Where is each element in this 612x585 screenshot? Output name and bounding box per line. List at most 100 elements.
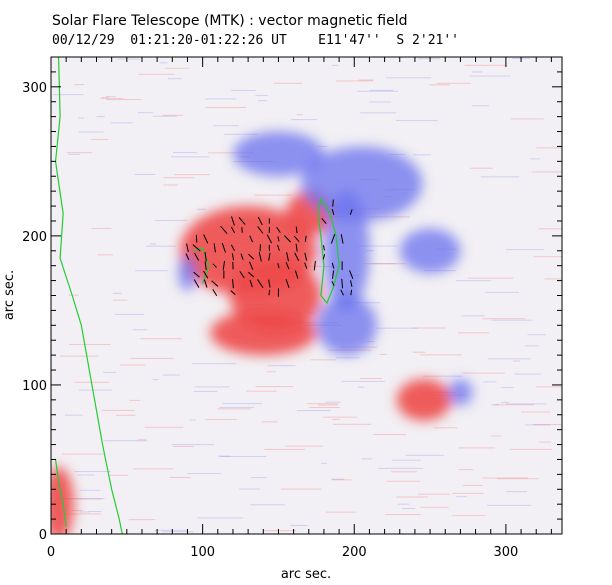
noise-streak [413, 154, 432, 156]
noise-streak [106, 99, 141, 101]
noise-streak [513, 360, 520, 362]
noise-streak [455, 496, 467, 498]
y-tick-label: 300 [22, 81, 47, 96]
noise-streak [97, 254, 114, 256]
noise-streak [104, 440, 148, 442]
noise-streak [472, 105, 490, 107]
field-vector [293, 235, 300, 242]
field-vector [204, 261, 207, 271]
field-vector [284, 235, 292, 243]
noise-streak [74, 84, 84, 86]
field-vector [331, 281, 335, 287]
noise-streak [65, 414, 83, 416]
noise-streak [369, 263, 396, 265]
noise-streak [163, 184, 178, 186]
noise-streak [220, 455, 267, 457]
noise-streak [395, 120, 438, 122]
noise-streak [366, 250, 375, 252]
field-vector [203, 234, 209, 244]
field-vector [186, 243, 189, 253]
noise-streak [255, 386, 294, 388]
field-vector [249, 261, 254, 270]
noise-streak [482, 477, 529, 479]
noise-streak [133, 468, 174, 470]
polarity-regions [51, 131, 473, 534]
noise-streak [205, 419, 237, 421]
noise-streak [391, 471, 418, 473]
negative-polarity-region [448, 378, 473, 406]
field-vector [349, 270, 354, 279]
noise-streak [169, 476, 191, 478]
noise-streak [331, 478, 344, 480]
noise-streak [456, 280, 492, 282]
noise-streak [110, 122, 133, 124]
x-tick-label: 100 [190, 545, 215, 560]
field-vector [230, 290, 236, 295]
field-vector [213, 243, 216, 253]
noise-streak [194, 386, 230, 388]
noise-streak [539, 441, 552, 443]
noise-streak [163, 177, 195, 179]
noise-streak [187, 473, 221, 475]
noise-streak [162, 374, 180, 376]
noise-streak [386, 480, 420, 482]
neutral-line-contour [317, 198, 340, 305]
noise-streak [292, 322, 339, 324]
noise-streak [323, 416, 357, 418]
field-vector [277, 244, 280, 251]
field-vector [294, 270, 299, 279]
noise-streak [433, 427, 458, 429]
field-vector [349, 209, 353, 215]
noise-streak [109, 474, 129, 476]
noise-streak [309, 407, 340, 409]
noise-streak [490, 404, 500, 406]
contour-lines [54, 57, 340, 534]
noise-streak [385, 77, 432, 79]
noise-streak [488, 358, 531, 360]
noise-streak [189, 419, 197, 421]
noise-streak [78, 117, 85, 119]
noise-streak [310, 359, 337, 361]
noise-streak [468, 277, 514, 279]
noise-streak [152, 379, 159, 381]
noise-streak [524, 345, 539, 347]
field-vector [232, 278, 234, 289]
observation-time: 00/12/29 01:21:20-01:22:26 UT [52, 33, 287, 48]
noise-streak [357, 245, 398, 247]
noise-streak [369, 101, 392, 103]
noise-streak [68, 294, 79, 296]
noise-streak [363, 263, 406, 265]
noise-streak [412, 327, 446, 329]
noise-streak [538, 228, 562, 230]
noise-streak [285, 445, 324, 447]
noise-streak [79, 489, 101, 491]
noise-streak [379, 353, 388, 355]
noise-streak [483, 381, 497, 383]
noise-streak [509, 448, 553, 450]
noise-streak [192, 363, 237, 365]
noise-streak [373, 433, 407, 435]
field-vector [249, 279, 253, 288]
field-vector [330, 234, 336, 244]
noise-streak [514, 373, 541, 375]
noise-streak [412, 351, 426, 353]
noise-streak [536, 147, 562, 149]
noise-streak [171, 444, 214, 446]
field-vector [295, 226, 298, 234]
noise-streak [101, 96, 110, 98]
field-vector [341, 278, 344, 289]
noise-streak [295, 266, 340, 268]
noise-streak [482, 318, 525, 320]
noise-streak [266, 371, 276, 373]
field-vector [257, 279, 264, 289]
x-tick-label: 0 [47, 545, 55, 560]
field-vector [222, 261, 226, 271]
noise-streak [360, 112, 397, 114]
field-vector [295, 243, 298, 252]
noise-streak [267, 365, 296, 367]
noise-streak [420, 354, 462, 356]
noise-streak [197, 517, 244, 519]
field-vector [231, 253, 235, 261]
noise-streak [296, 114, 303, 116]
